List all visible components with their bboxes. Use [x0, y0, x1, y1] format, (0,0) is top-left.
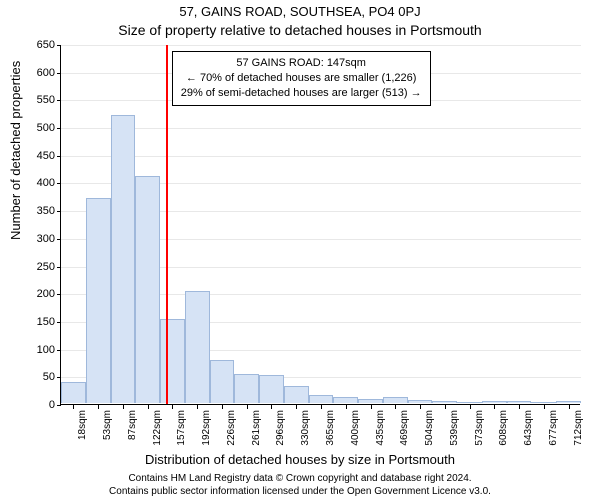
xtick-mark: [470, 405, 471, 409]
histogram-bar: [309, 395, 334, 403]
histogram-bar: [185, 291, 210, 403]
xtick-mark: [98, 405, 99, 409]
xtick-mark: [346, 405, 347, 409]
histogram-bar: [210, 360, 235, 403]
gridline: [61, 45, 581, 46]
xtick-mark: [519, 405, 520, 409]
histogram-chart: 0501001502002503003504004505005506006501…: [60, 45, 580, 405]
address-title: 57, GAINS ROAD, SOUTHSEA, PO4 0PJ: [0, 4, 600, 19]
xtick-mark: [271, 405, 272, 409]
histogram-bar: [531, 402, 556, 403]
ytick-label: 600: [25, 67, 55, 79]
xtick-mark: [395, 405, 396, 409]
gridline: [61, 128, 581, 129]
histogram-bar: [86, 198, 111, 403]
histogram-bar: [556, 401, 581, 403]
histogram-bar: [482, 401, 507, 403]
xtick-mark: [148, 405, 149, 409]
histogram-bar: [333, 397, 358, 403]
ytick-mark: [57, 73, 61, 74]
ytick-label: 450: [25, 150, 55, 162]
annotation-box: 57 GAINS ROAD: 147sqm← 70% of detached h…: [172, 51, 431, 106]
xtick-mark: [544, 405, 545, 409]
ytick-mark: [57, 322, 61, 323]
ytick-label: 0: [25, 399, 55, 411]
xtick-mark: [172, 405, 173, 409]
histogram-bar: [507, 401, 532, 403]
ytick-mark: [57, 128, 61, 129]
annotation-line: ← 70% of detached houses are smaller (1,…: [181, 71, 422, 86]
histogram-bar: [160, 319, 185, 403]
y-axis-label: Number of detached properties: [8, 61, 23, 240]
footer-line-2: Contains public sector information licen…: [0, 485, 600, 498]
ytick-label: 650: [25, 39, 55, 51]
chart-container: 57, GAINS ROAD, SOUTHSEA, PO4 0PJ Size o…: [0, 0, 600, 500]
ytick-label: 200: [25, 288, 55, 300]
footer-attribution: Contains HM Land Registry data © Crown c…: [0, 472, 600, 498]
histogram-bar: [358, 399, 383, 403]
histogram-bar: [457, 402, 482, 403]
ytick-label: 150: [25, 316, 55, 328]
annotation-line: 57 GAINS ROAD: 147sqm: [181, 56, 422, 71]
xtick-mark: [321, 405, 322, 409]
xtick-mark: [73, 405, 74, 409]
ytick-mark: [57, 156, 61, 157]
xtick-mark: [123, 405, 124, 409]
ytick-mark: [57, 294, 61, 295]
histogram-bar: [234, 374, 259, 403]
ytick-label: 500: [25, 122, 55, 134]
footer-line-1: Contains HM Land Registry data © Crown c…: [0, 472, 600, 485]
chart-subtitle: Size of property relative to detached ho…: [0, 22, 600, 38]
histogram-bar: [259, 375, 284, 403]
ytick-label: 50: [25, 371, 55, 383]
ytick-mark: [57, 100, 61, 101]
histogram-bar: [61, 382, 86, 403]
xtick-mark: [569, 405, 570, 409]
ytick-mark: [57, 211, 61, 212]
gridline: [61, 156, 581, 157]
xtick-mark: [445, 405, 446, 409]
ytick-mark: [57, 45, 61, 46]
property-marker-line: [166, 45, 168, 404]
ytick-label: 100: [25, 344, 55, 356]
histogram-bar: [111, 115, 136, 403]
xtick-mark: [420, 405, 421, 409]
x-axis-label: Distribution of detached houses by size …: [0, 452, 600, 467]
ytick-mark: [57, 377, 61, 378]
histogram-bar: [284, 386, 309, 403]
histogram-bar: [383, 397, 408, 403]
ytick-label: 300: [25, 233, 55, 245]
xtick-mark: [296, 405, 297, 409]
xtick-mark: [371, 405, 372, 409]
ytick-label: 400: [25, 177, 55, 189]
histogram-bar: [432, 401, 457, 403]
annotation-line: 29% of semi-detached houses are larger (…: [181, 86, 422, 101]
plot-area: 0501001502002503003504004505005506006501…: [60, 45, 580, 405]
ytick-mark: [57, 350, 61, 351]
histogram-bar: [408, 400, 433, 403]
xtick-mark: [222, 405, 223, 409]
ytick-mark: [57, 405, 61, 406]
ytick-mark: [57, 239, 61, 240]
xtick-mark: [247, 405, 248, 409]
ytick-mark: [57, 183, 61, 184]
xtick-mark: [197, 405, 198, 409]
histogram-bar: [135, 176, 160, 403]
ytick-mark: [57, 267, 61, 268]
ytick-label: 350: [25, 205, 55, 217]
ytick-label: 250: [25, 261, 55, 273]
ytick-label: 550: [25, 94, 55, 106]
xtick-mark: [494, 405, 495, 409]
